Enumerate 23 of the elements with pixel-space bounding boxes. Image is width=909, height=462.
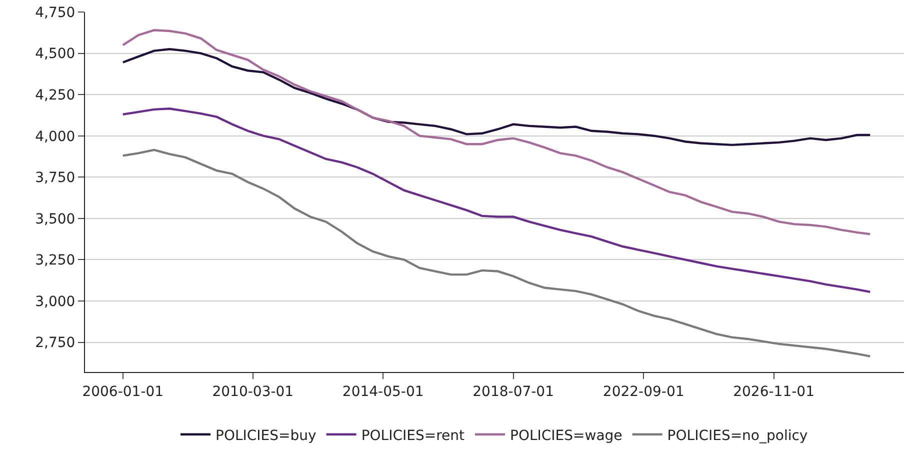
x-tick-label: 2014-05-01 — [342, 384, 424, 400]
y-tick-label: 3,250 — [35, 252, 76, 269]
line-series — [122, 108, 872, 294]
line-series — [122, 29, 872, 236]
x-tick-label: 2026-11-01 — [733, 384, 814, 400]
y-tick-label: 3,000 — [35, 294, 76, 310]
x-tick-label: 2006-01-01 — [82, 384, 164, 400]
y-tick-label: 3,500 — [35, 211, 76, 228]
y-tick-label: 4,250 — [35, 87, 76, 104]
line-series — [122, 148, 872, 358]
x-tick-label: 2018-07-01 — [472, 384, 554, 400]
legend-label: POLICIES=no_policy — [667, 428, 808, 444]
y-tick-label: 4,750 — [35, 4, 76, 21]
y-tick-label: 4,000 — [35, 128, 76, 145]
legend-label: POLICIES=wage — [510, 428, 622, 444]
y-tick-label: 2,750 — [35, 335, 76, 352]
y-tick-label: 4,500 — [35, 46, 76, 62]
legend-label: POLICIES=rent — [361, 428, 466, 444]
x-tick-label: 2022-09-01 — [602, 384, 684, 400]
x-tick-label: 2010-03-01 — [212, 384, 294, 400]
y-tick-label: 3,750 — [35, 170, 76, 186]
line-series — [122, 48, 872, 146]
legend-label: POLICIES=buy — [216, 428, 316, 444]
